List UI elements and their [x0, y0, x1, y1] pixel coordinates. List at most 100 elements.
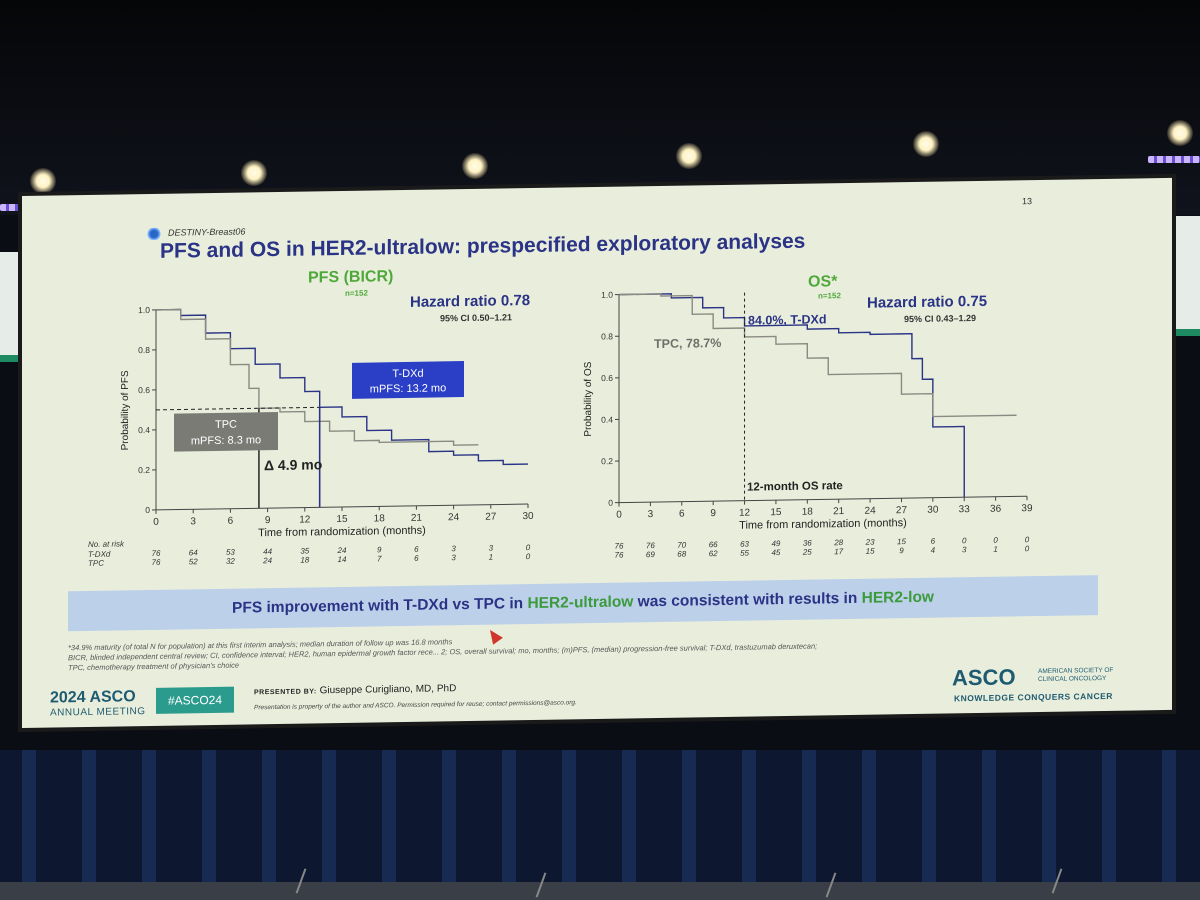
os-risk-value: 4 [931, 546, 936, 555]
os-risk-value: 76 [615, 542, 624, 551]
pfs-risk-value: 64 [189, 548, 198, 557]
os-y-label: Probability of OS [583, 361, 594, 437]
os-y-tick-label: 0.6 [601, 373, 613, 383]
os-risk-value: 0 [1025, 535, 1030, 544]
pfs-risk-value: 32 [226, 557, 235, 566]
pfs-y-tick-label: 0.2 [138, 465, 150, 475]
footer-meeting: 2024 ASCO [50, 688, 136, 707]
pfs-risk-value: 7 [377, 554, 382, 563]
pfs-x-tick-label: 0 [153, 517, 159, 528]
os-risk-value: 0 [962, 536, 967, 545]
os-series-tpc [619, 293, 1017, 418]
os-risk-value: 9 [899, 546, 904, 555]
asco-logo: ASCO [952, 664, 1016, 691]
pfs-risk-value: 35 [300, 546, 309, 555]
os-y-tick-label: 0.2 [601, 456, 613, 466]
os-tpc-rate-label: TPC, 78.7% [654, 336, 721, 351]
venue-ceiling [0, 0, 1200, 215]
pfs-risk-value: 76 [152, 549, 161, 558]
os-x-tick-label: 30 [927, 505, 939, 516]
os-risk-value: 6 [931, 537, 936, 546]
pfs-risk-value: 14 [338, 555, 347, 564]
os-risk-value: 15 [866, 547, 875, 556]
os-risk-value: 15 [897, 537, 906, 546]
footer-meeting-sub: ANNUAL MEETING [50, 706, 146, 719]
pfs-risk-value: 44 [263, 547, 272, 556]
os-series-t-dxd [619, 293, 965, 498]
os-risk-value: 1 [993, 545, 997, 554]
os-risk-value: 45 [771, 548, 780, 557]
os-y-tick-label: 0.8 [601, 331, 613, 341]
os-x-tick-label: 21 [833, 506, 845, 517]
presented-by-label: PRESENTED BY: [254, 688, 317, 697]
pfs-series-tpc [156, 308, 479, 446]
os-risk-value: 76 [615, 551, 624, 560]
os-x-tick-label: 9 [710, 508, 716, 519]
presenter-name: Giuseppe Curigliano, MD, PhD [319, 683, 457, 697]
pfs-risk-value: 1 [489, 553, 493, 562]
os-x-tick-label: 0 [616, 510, 622, 521]
os-risk-value: 36 [803, 539, 812, 548]
pfs-risk-header: No. at risk [88, 539, 125, 549]
pfs-risk-row-label: T-DXd [88, 550, 111, 559]
os-risk-value: 68 [677, 550, 686, 559]
pfs-tdxd-box [352, 361, 464, 399]
pfs-risk-value: 76 [152, 558, 161, 567]
stage-light [1167, 120, 1193, 146]
stage-light [30, 168, 56, 194]
pfs-delta-label: Δ 4.9 mo [264, 456, 322, 473]
pfs-risk-value: 18 [300, 555, 309, 564]
pfs-x-tick-label: 30 [522, 511, 534, 522]
projection-screen: 13 DESTINY-Breast06 PFS and OS in HER2-u… [22, 177, 1172, 729]
stage-light [241, 160, 267, 186]
hashtag-badge: #ASCO24 [156, 686, 234, 714]
os-x-tick-label: 27 [896, 505, 908, 516]
banner-text: was consistent with results in [633, 589, 862, 611]
os-risk-value: 76 [646, 541, 655, 550]
pfs-x-tick-label: 6 [228, 516, 234, 527]
os-risk-value: 63 [740, 540, 749, 549]
pfs-risk-value: 53 [226, 548, 235, 557]
pfs-risk-value: 24 [262, 556, 272, 565]
pfs-x-tick-label: 15 [336, 514, 348, 525]
pfs-x-tick-label: 12 [299, 514, 311, 525]
pfs-x-tick-label: 24 [448, 512, 460, 523]
disclaimer: Presentation is property of the author a… [254, 699, 577, 712]
os-x-tick-label: 12 [739, 508, 751, 519]
os-risk-value: 69 [646, 550, 655, 559]
asco-tagline: KNOWLEDGE CONQUERS CANCER [954, 690, 1113, 704]
os-x-tick-label: 33 [959, 504, 971, 515]
pfs-risk-value: 0 [526, 543, 531, 552]
os-x-tick-label: 6 [679, 509, 685, 520]
led-strip [1148, 156, 1200, 163]
banner-highlight-ultralow: HER2-ultralow [527, 593, 634, 613]
os-risk-value: 49 [771, 539, 780, 548]
pfs-risk-value: 52 [189, 557, 198, 566]
stage-curtain [0, 750, 1200, 900]
footnotes: *34.9% maturity (of total N for populati… [68, 628, 1068, 674]
pfs-risk-value: 3 [489, 544, 494, 553]
pfs-x-label: Time from randomization (months) [258, 525, 426, 540]
os-risk-value: 28 [833, 538, 843, 547]
os-y-tick-label: 0 [608, 498, 613, 508]
os-12-month-label: 12-month OS rate [747, 480, 843, 494]
pfs-x-tick-label: 18 [374, 513, 386, 524]
os-risk-value: 55 [740, 549, 749, 558]
pfs-risk-value: 6 [414, 545, 419, 554]
pfs-risk-value: 6 [414, 554, 419, 563]
os-x-tick-label: 24 [865, 506, 877, 517]
os-y-tick-label: 0.4 [601, 415, 613, 425]
os-risk-value: 25 [802, 548, 812, 557]
os-risk-value: 3 [962, 545, 967, 554]
pfs-risk-value: 24 [337, 546, 347, 555]
stage-light [676, 143, 702, 169]
presenter: PRESENTED BY: Giuseppe Curigliano, MD, P… [254, 683, 456, 697]
pfs-tdxd-box-text: mPFS: 13.2 mo [370, 382, 446, 395]
pfs-tpc-box-text: mPFS: 8.3 mo [191, 434, 261, 447]
pfs-y-label: Probability of PFS [120, 370, 131, 451]
os-risk-value: 0 [993, 536, 998, 545]
pfs-x-tick-label: 3 [190, 516, 196, 527]
pfs-y-tick-label: 0.4 [138, 425, 150, 435]
pfs-risk-value: 3 [451, 553, 456, 562]
